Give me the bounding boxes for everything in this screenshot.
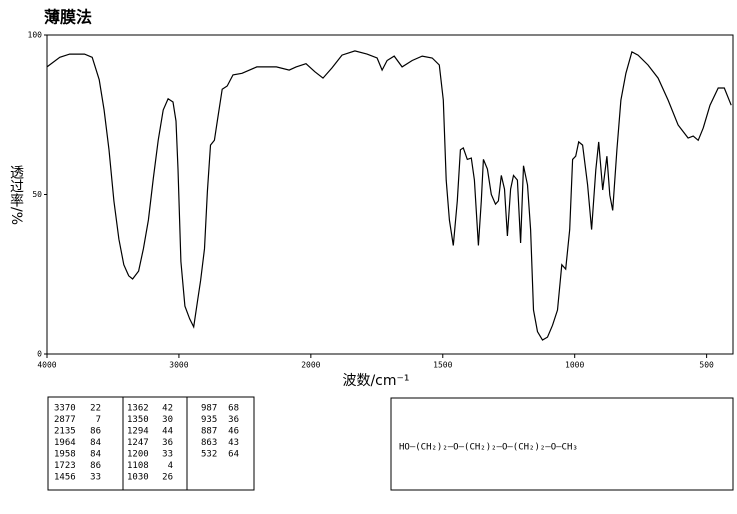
x-tick-label: 4000 — [37, 361, 56, 370]
peak-transmittance: 22 — [90, 404, 101, 414]
peak-transmittance: 26 — [162, 473, 173, 483]
peak-transmittance: 64 — [228, 450, 239, 460]
peak-transmittance: 36 — [162, 438, 173, 448]
y-axis-label: 透过率/% — [8, 165, 24, 225]
peak-wavenumber: 1958 — [54, 450, 76, 460]
peak-transmittance: 84 — [90, 438, 101, 448]
structure-frame — [390, 397, 734, 491]
peak-transmittance: 30 — [162, 415, 173, 425]
peak-wavenumber: 532 — [201, 450, 217, 460]
peak-transmittance: 4 — [168, 461, 173, 471]
chart-title: 薄膜法 — [44, 8, 92, 27]
y-tick-label: 50 — [32, 190, 42, 199]
x-tick-label: 2000 — [301, 361, 320, 370]
peak-wavenumber: 1362 — [127, 404, 149, 414]
peak-wavenumber: 987 — [201, 404, 217, 414]
x-tick-label: 3000 — [169, 361, 188, 370]
peak-wavenumber: 1456 — [54, 473, 76, 483]
peak-wavenumber: 935 — [201, 415, 217, 425]
peak-wavenumber: 1200 — [127, 450, 149, 460]
peak-transmittance: 86 — [90, 461, 101, 471]
peak-transmittance: 33 — [90, 473, 101, 483]
y-tick-label: 0 — [37, 350, 42, 359]
peak-wavenumber: 1964 — [54, 438, 76, 448]
peak-wavenumber: 2135 — [54, 427, 76, 437]
peak-wavenumber: 1247 — [127, 438, 149, 448]
peak-wavenumber: 1350 — [127, 415, 149, 425]
peak-transmittance: 44 — [162, 427, 173, 437]
peak-wavenumber: 1294 — [127, 427, 149, 437]
y-tick-label: 100 — [28, 31, 43, 40]
peak-wavenumber: 887 — [201, 427, 217, 437]
peak-transmittance: 33 — [162, 450, 173, 460]
peak-transmittance: 46 — [228, 427, 239, 437]
peak-table-frame — [47, 396, 255, 491]
structure-formula: HO—(CH₂)₂—O—(CH₂)₂—O—(CH₂)₂—O—CH₃ — [399, 443, 578, 453]
peak-transmittance: 43 — [228, 438, 239, 448]
peak-wavenumber: 1108 — [127, 461, 149, 471]
x-tick-label: 500 — [699, 361, 714, 370]
peak-wavenumber: 3370 — [54, 404, 76, 414]
peak-wavenumber: 863 — [201, 438, 217, 448]
peak-transmittance: 86 — [90, 427, 101, 437]
spectrum-line — [46, 50, 732, 341]
x-tick-label: 1000 — [565, 361, 584, 370]
peak-transmittance: 7 — [96, 415, 101, 425]
peak-transmittance: 36 — [228, 415, 239, 425]
x-axis-label: 波数/cm⁻¹ — [342, 373, 409, 389]
peak-transmittance: 42 — [162, 404, 173, 414]
plot-frame — [46, 34, 734, 355]
peak-wavenumber: 2877 — [54, 415, 76, 425]
x-tick-label: 1500 — [433, 361, 452, 370]
peak-transmittance: 84 — [90, 450, 101, 460]
peak-wavenumber: 1723 — [54, 461, 76, 471]
peak-wavenumber: 1030 — [127, 473, 149, 483]
peak-transmittance: 68 — [228, 404, 239, 414]
